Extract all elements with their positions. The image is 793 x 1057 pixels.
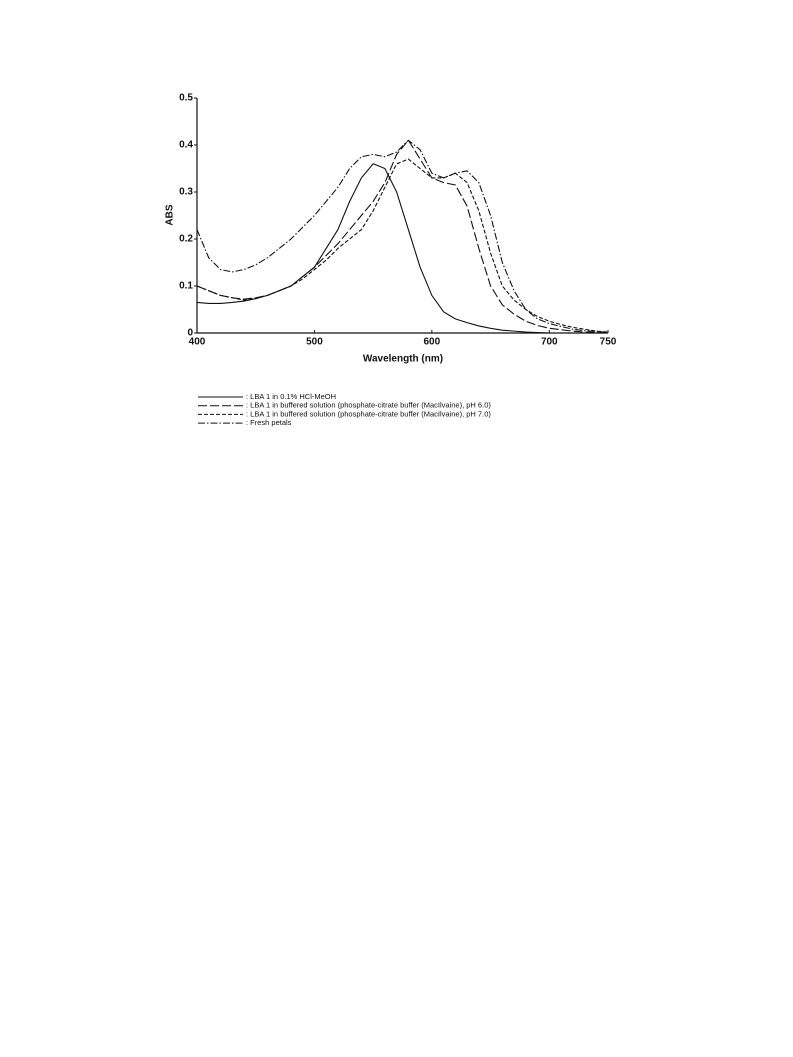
y-tick-label: 0.3 bbox=[179, 187, 193, 198]
y-tick-label: 0.1 bbox=[179, 281, 193, 292]
y-tick-label: 0 bbox=[187, 328, 193, 339]
data-line bbox=[196, 163, 608, 334]
x-tick-label: 700 bbox=[541, 337, 558, 348]
legend-label: : LBA 1 in 0.1% HCl-MeOH bbox=[246, 392, 336, 401]
data-line bbox=[196, 139, 609, 334]
y-axis-label: ABS bbox=[165, 204, 176, 225]
x-axis-label: Wavelength (nm) bbox=[363, 354, 443, 365]
data-line bbox=[196, 139, 609, 334]
legend-label: : LBA 1 in buffered solution (phosphate-… bbox=[246, 401, 491, 410]
y-tick-label: 0.2 bbox=[179, 234, 193, 245]
legend-label: : LBA 1 in buffered solution (phosphate-… bbox=[246, 409, 491, 418]
data-line bbox=[196, 158, 609, 333]
x-tick-label: 750 bbox=[600, 337, 617, 348]
x-tick-label: 400 bbox=[189, 337, 206, 348]
x-tick-label: 500 bbox=[306, 337, 323, 348]
x-tick-label: 600 bbox=[424, 337, 441, 348]
y-tick-label: 0.5 bbox=[179, 93, 193, 104]
y-tick-label: 0.4 bbox=[179, 140, 193, 151]
legend-label: : Fresh petals bbox=[246, 418, 292, 427]
